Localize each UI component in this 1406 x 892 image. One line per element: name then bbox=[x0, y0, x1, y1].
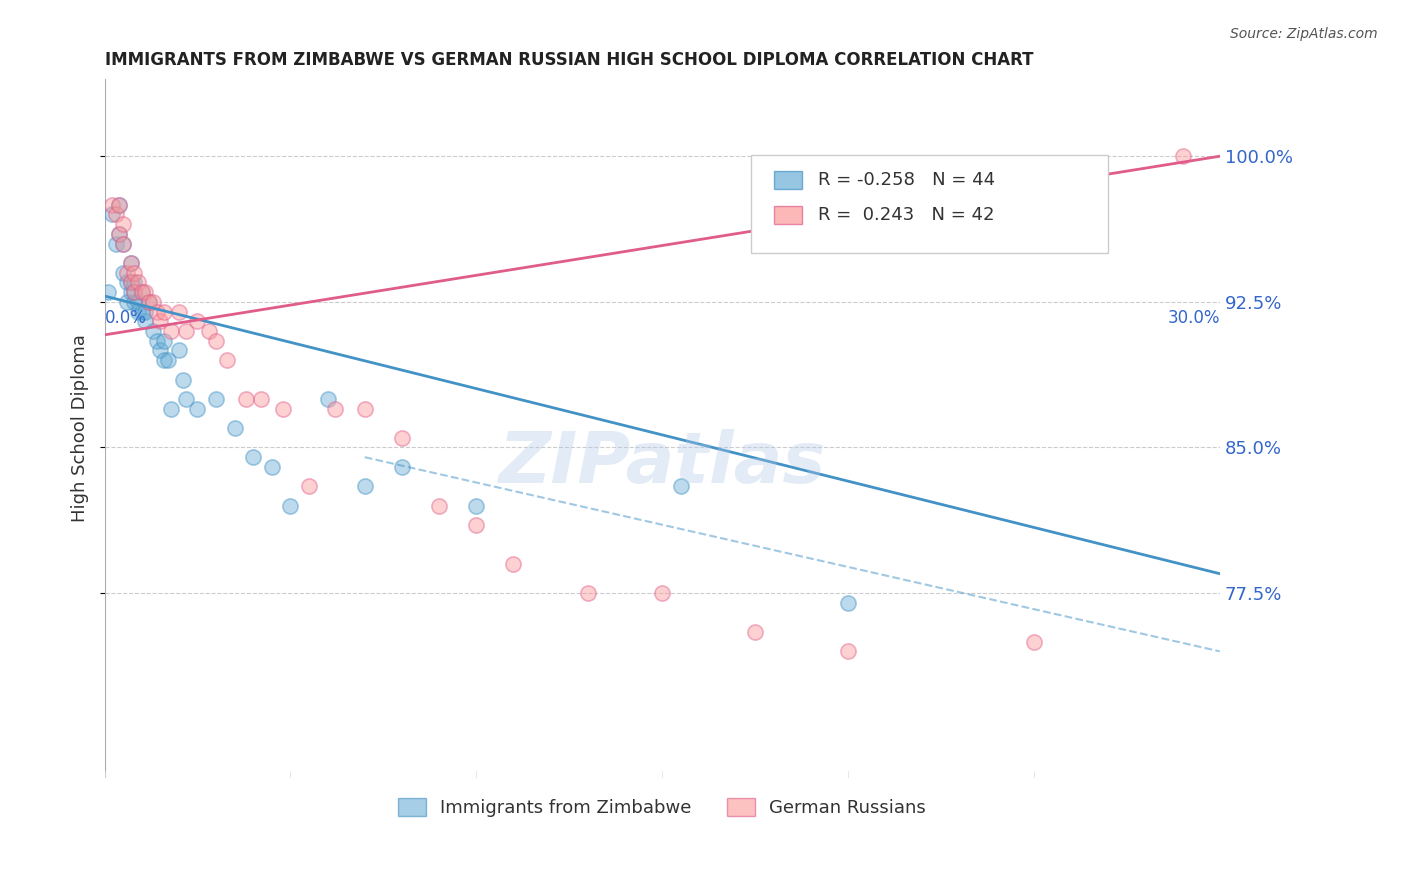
Text: 30.0%: 30.0% bbox=[1167, 310, 1220, 327]
Point bbox=[122, 276, 145, 290]
Point bbox=[149, 314, 172, 328]
Point bbox=[131, 304, 153, 318]
Point bbox=[205, 392, 228, 406]
Text: Source: ZipAtlas.com: Source: ZipAtlas.com bbox=[1230, 27, 1378, 41]
Text: R = -0.258   N = 44: R = -0.258 N = 44 bbox=[818, 171, 995, 189]
Point bbox=[167, 304, 190, 318]
Point bbox=[101, 207, 124, 221]
Point bbox=[260, 459, 283, 474]
Point bbox=[131, 285, 153, 300]
Point bbox=[122, 285, 145, 300]
Point bbox=[145, 304, 167, 318]
Point bbox=[138, 294, 160, 309]
Point bbox=[298, 479, 321, 493]
Point bbox=[160, 324, 183, 338]
Point bbox=[115, 276, 138, 290]
FancyBboxPatch shape bbox=[773, 206, 801, 224]
Text: 0.0%: 0.0% bbox=[104, 310, 146, 327]
Point bbox=[112, 236, 135, 251]
Point bbox=[160, 401, 183, 416]
Point bbox=[115, 266, 138, 280]
Point bbox=[502, 557, 524, 571]
Point bbox=[651, 586, 673, 600]
Point bbox=[669, 479, 692, 493]
Point bbox=[172, 372, 194, 386]
Point bbox=[120, 256, 142, 270]
Point bbox=[131, 285, 153, 300]
Point bbox=[1171, 149, 1194, 163]
Text: IMMIGRANTS FROM ZIMBABWE VS GERMAN RUSSIAN HIGH SCHOOL DIPLOMA CORRELATION CHART: IMMIGRANTS FROM ZIMBABWE VS GERMAN RUSSI… bbox=[104, 51, 1033, 69]
Point bbox=[122, 266, 145, 280]
Point bbox=[134, 304, 156, 318]
Point bbox=[316, 392, 339, 406]
Point bbox=[127, 304, 149, 318]
Point bbox=[97, 285, 120, 300]
Point bbox=[120, 276, 142, 290]
Point bbox=[120, 276, 142, 290]
Point bbox=[235, 392, 257, 406]
Point bbox=[176, 392, 198, 406]
Text: R =  0.243   N = 42: R = 0.243 N = 42 bbox=[818, 206, 995, 224]
Point bbox=[391, 459, 413, 474]
Point bbox=[224, 421, 246, 435]
Point bbox=[153, 334, 176, 348]
Point bbox=[120, 285, 142, 300]
Point bbox=[153, 304, 176, 318]
Legend: Immigrants from Zimbabwe, German Russians: Immigrants from Zimbabwe, German Russian… bbox=[391, 790, 934, 824]
Point bbox=[142, 294, 165, 309]
FancyBboxPatch shape bbox=[773, 171, 801, 189]
Point bbox=[280, 499, 302, 513]
Point bbox=[197, 324, 219, 338]
Point bbox=[153, 353, 176, 368]
Point bbox=[242, 450, 264, 465]
Point bbox=[353, 479, 375, 493]
Point bbox=[127, 276, 149, 290]
Point bbox=[465, 518, 488, 533]
Point bbox=[108, 198, 131, 212]
Y-axis label: High School Diploma: High School Diploma bbox=[72, 334, 89, 522]
Point bbox=[176, 324, 198, 338]
Point bbox=[108, 227, 131, 241]
Point bbox=[127, 294, 149, 309]
Point bbox=[353, 401, 375, 416]
Point bbox=[149, 343, 172, 358]
Point bbox=[837, 596, 859, 610]
Point bbox=[134, 285, 156, 300]
Point bbox=[104, 236, 127, 251]
Point bbox=[323, 401, 346, 416]
Point bbox=[112, 266, 135, 280]
Point bbox=[104, 207, 127, 221]
Point bbox=[744, 624, 766, 639]
Point bbox=[112, 236, 135, 251]
Point bbox=[142, 324, 165, 338]
Point bbox=[391, 431, 413, 445]
Point bbox=[145, 334, 167, 348]
Text: ZIPatlas: ZIPatlas bbox=[499, 428, 825, 498]
Point bbox=[122, 294, 145, 309]
Point bbox=[427, 499, 450, 513]
Point bbox=[115, 294, 138, 309]
Point bbox=[186, 314, 208, 328]
Point bbox=[101, 198, 124, 212]
Point bbox=[108, 227, 131, 241]
Point bbox=[186, 401, 208, 416]
Point bbox=[465, 499, 488, 513]
Point bbox=[1022, 634, 1045, 648]
Point bbox=[138, 294, 160, 309]
Point bbox=[271, 401, 294, 416]
FancyBboxPatch shape bbox=[751, 155, 1108, 253]
Point bbox=[249, 392, 271, 406]
Point bbox=[837, 644, 859, 658]
Point bbox=[205, 334, 228, 348]
Point bbox=[217, 353, 239, 368]
Point bbox=[576, 586, 599, 600]
Point bbox=[112, 217, 135, 231]
Point bbox=[156, 353, 179, 368]
Point bbox=[108, 198, 131, 212]
Point bbox=[122, 285, 145, 300]
Point bbox=[120, 256, 142, 270]
Point bbox=[167, 343, 190, 358]
Point bbox=[134, 314, 156, 328]
